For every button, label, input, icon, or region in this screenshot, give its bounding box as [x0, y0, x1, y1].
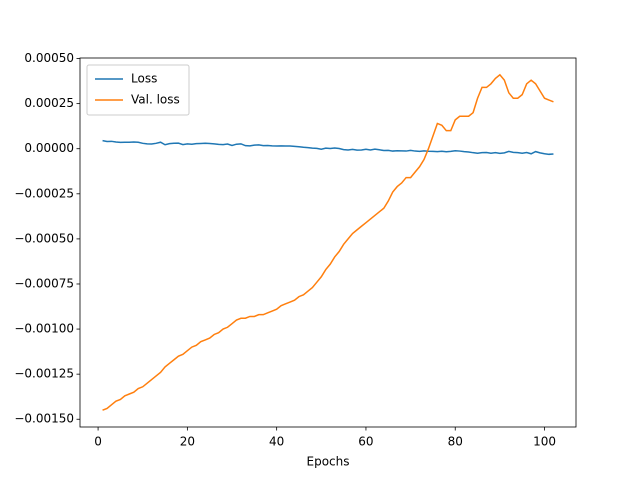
y-tick-label: −0.00025: [14, 186, 74, 200]
y-tick-label: −0.00075: [14, 276, 74, 290]
x-tick-label: 0: [94, 435, 102, 449]
y-tick-label: 0.00050: [24, 51, 74, 65]
plot-frame: [79, 57, 577, 428]
x-tick-label: 100: [533, 435, 556, 449]
x-axis-label: Epochs: [307, 455, 350, 469]
x-tick-label: 60: [358, 435, 373, 449]
x-tick-label: 40: [269, 435, 284, 449]
y-tick-label: −0.00100: [14, 322, 74, 336]
legend-label: Loss: [131, 72, 157, 86]
line-series: [102, 73, 554, 411]
legend-label: Val. loss: [131, 93, 180, 107]
y-tick-label: −0.00125: [14, 367, 74, 381]
y-tick-label: −0.00150: [14, 412, 74, 426]
x-tick-label: 20: [180, 435, 195, 449]
line-series: [102, 139, 554, 156]
y-tick-label: 0.00000: [24, 141, 74, 155]
x-tick-label: 80: [448, 435, 463, 449]
y-tick-label: 0.00025: [24, 96, 74, 110]
legend-box: [86, 64, 190, 116]
y-tick-label: −0.00050: [14, 231, 74, 245]
